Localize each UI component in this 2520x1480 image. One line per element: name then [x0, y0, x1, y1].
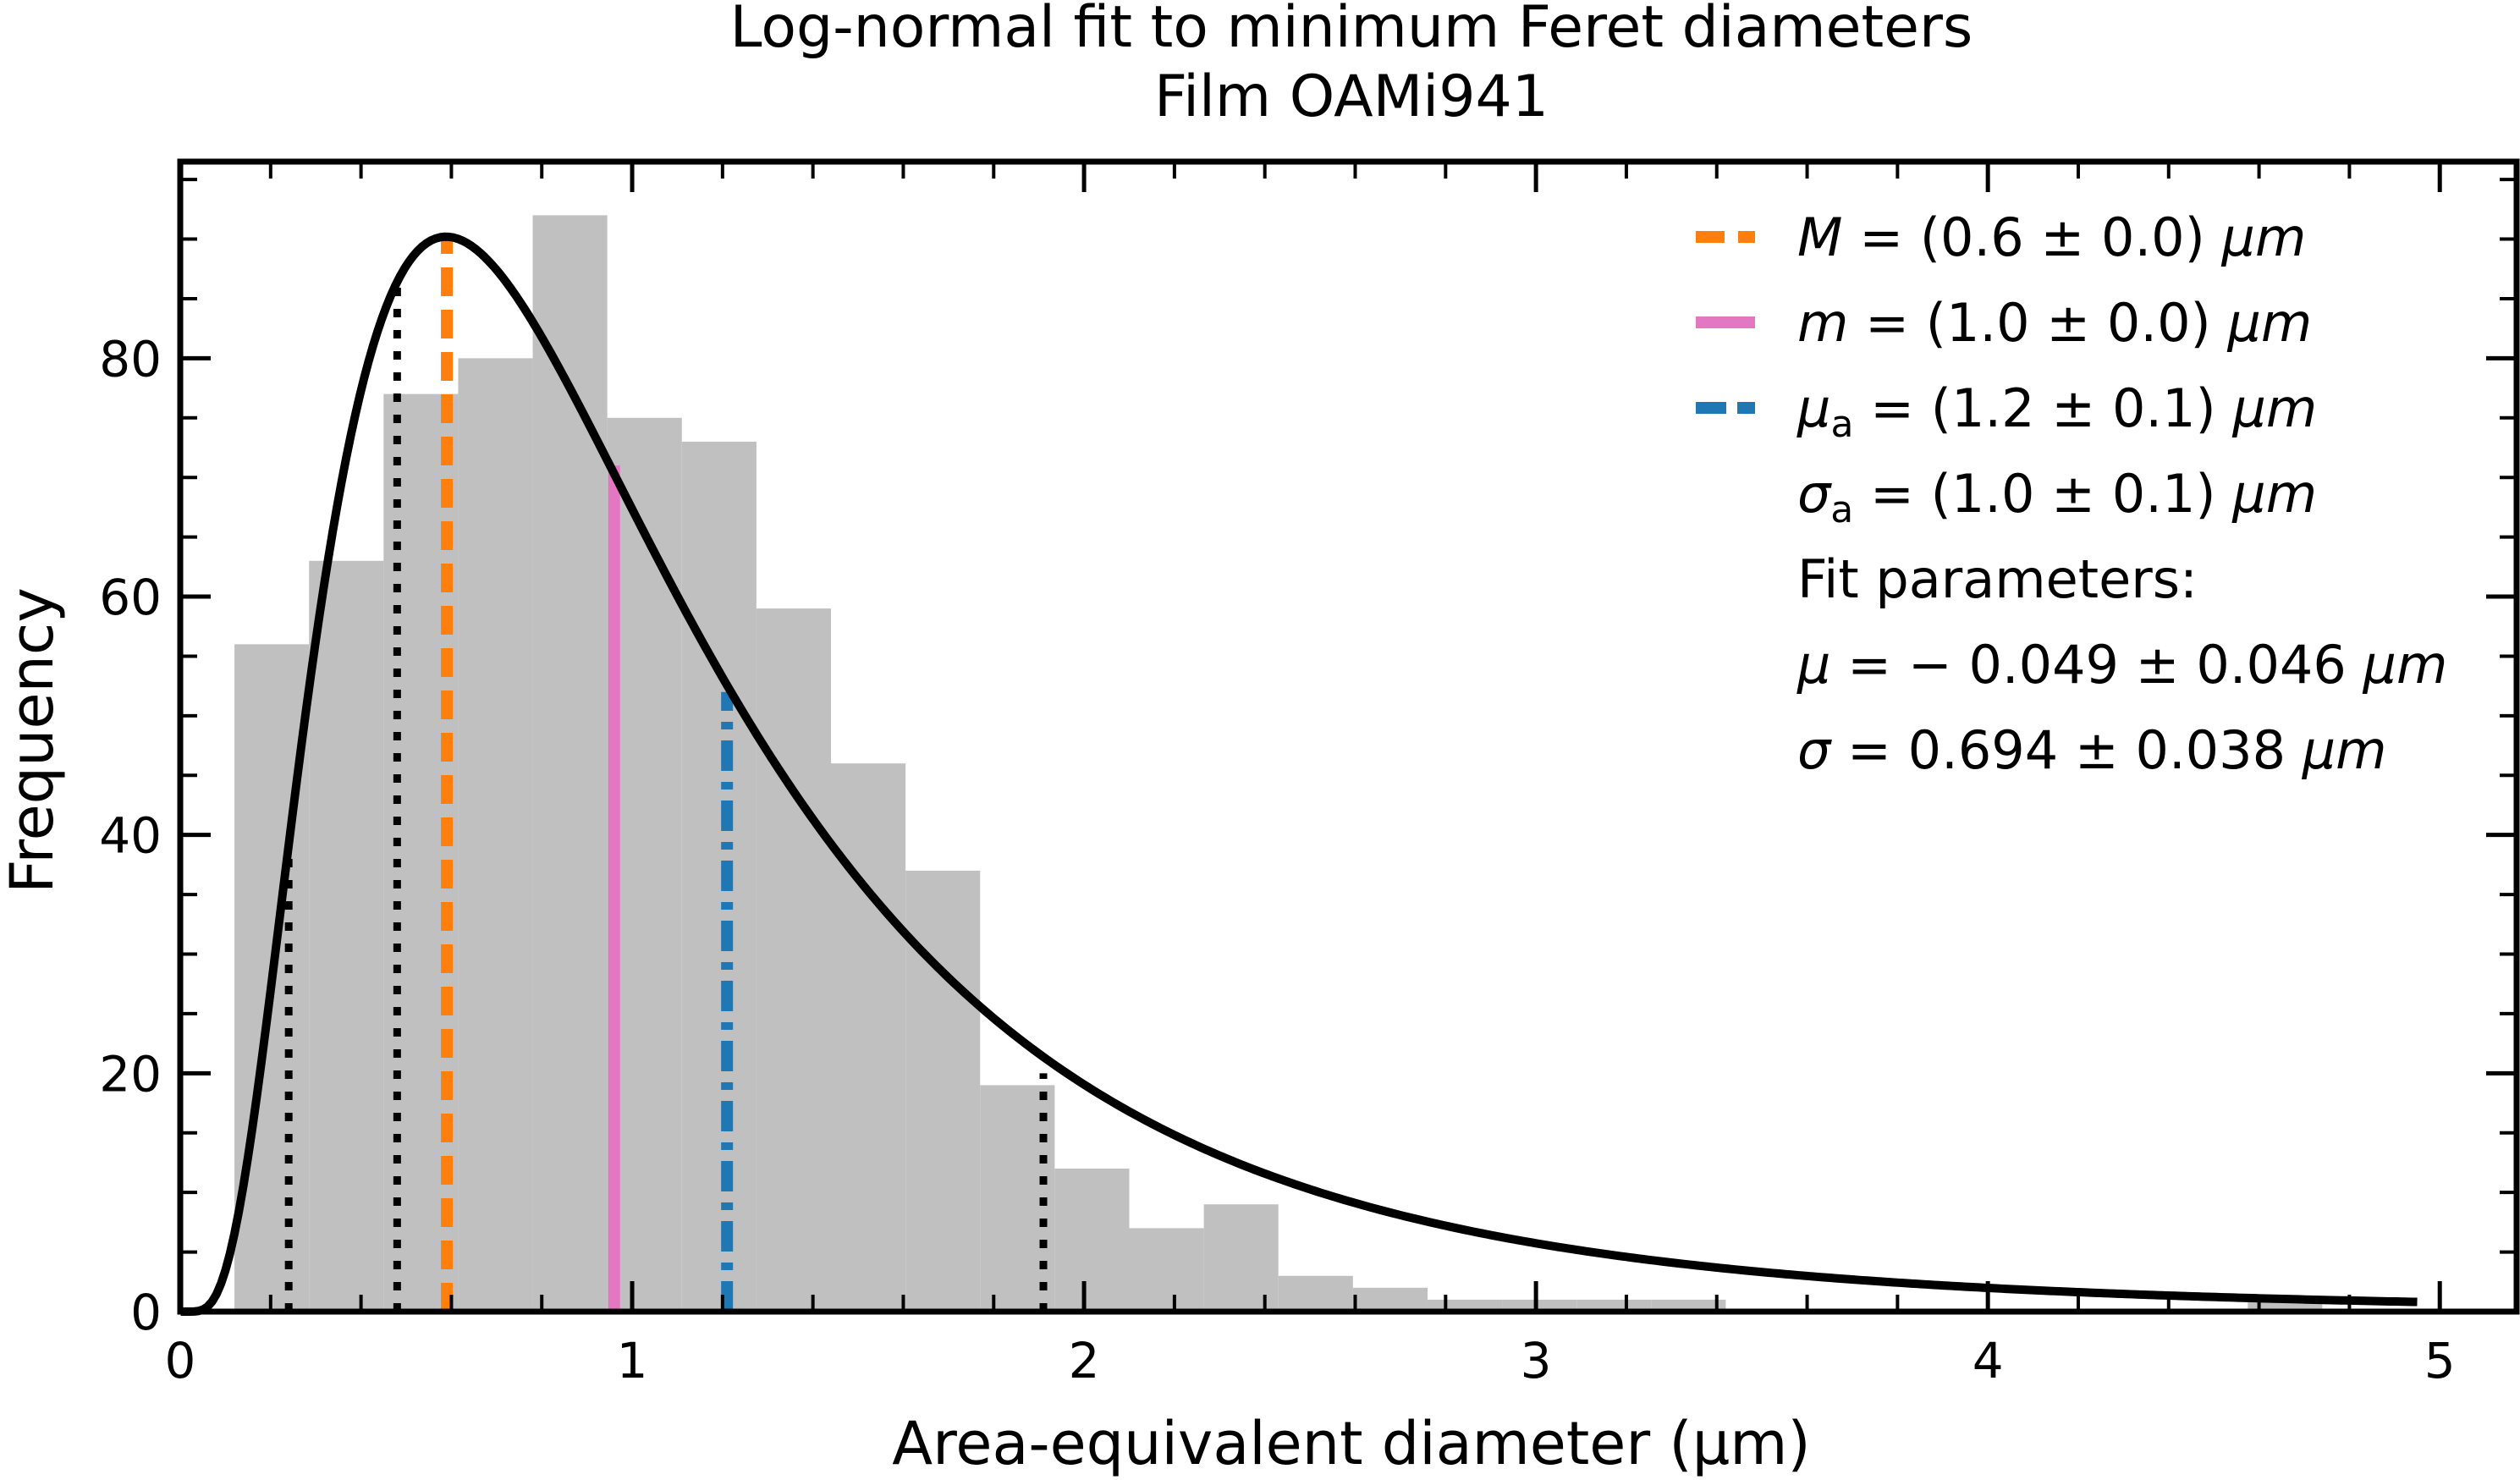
- legend-entry: μ = − 0.049 ± 0.046 μm: [1796, 634, 2447, 696]
- y-tick-label: 60: [99, 569, 162, 626]
- legend-entry: μa = (1.2 ± 0.1) μm: [1796, 377, 2317, 446]
- y-axis-label: Frequency: [0, 587, 67, 894]
- legend: M = (0.6 ± 0.0) μm m = (1.0 ± 0.0) μm μa =…: [1696, 206, 2447, 781]
- x-axis-label: Area-equivalent diameter (μm): [892, 1409, 1810, 1478]
- x-tick-label: 3: [1521, 1332, 1552, 1389]
- histogram-bar: [756, 608, 832, 1312]
- legend-entry: M = (0.6 ± 0.0) μm: [1797, 206, 2306, 268]
- histogram-bar: [309, 560, 384, 1312]
- y-tick-label: 0: [130, 1284, 162, 1341]
- histogram-bar: [1203, 1204, 1279, 1312]
- legend-entry: σ = 0.694 ± 0.038 μm: [1797, 719, 2387, 781]
- histogram-bar: [1278, 1275, 1353, 1312]
- x-tick-label: 0: [165, 1332, 196, 1389]
- y-tick-label: 80: [99, 330, 162, 388]
- histogram-bar: [1352, 1287, 1428, 1312]
- histogram-bar: [1576, 1299, 1652, 1312]
- chart-title: Log-normal fit to minimum Feret diameter…: [730, 0, 1973, 61]
- histogram-bar: [532, 215, 608, 1312]
- histogram-bar: [905, 870, 981, 1312]
- histogram-bar: [831, 763, 906, 1312]
- histogram-bar: [1651, 1299, 1726, 1312]
- plot-area: 0 1 2 3 4 5 0 20 40 60 80 M = (0.6 ± 0.0) μm m = (1.…: [99, 158, 2520, 1389]
- chart-subtitle: Film OAMi941: [1154, 63, 1549, 130]
- plot-frame: [177, 158, 2520, 1315]
- histogram-bar: [1502, 1299, 1577, 1312]
- y-tick-label: 20: [99, 1045, 162, 1103]
- histogram-bar: [681, 441, 757, 1312]
- x-tick-label: 1: [617, 1332, 648, 1389]
- legend-entry: m = (1.0 ± 0.0) μm: [1797, 292, 2312, 354]
- histogram-bar: [1054, 1169, 1130, 1312]
- x-tick-label: 5: [2424, 1332, 2456, 1389]
- histogram-bar: [1129, 1228, 1204, 1312]
- y-tick-label: 40: [99, 807, 162, 865]
- fit-parameters-header: Fit parameters:: [1797, 548, 2198, 610]
- fit-curve: [180, 232, 2418, 1316]
- x-tick-label: 4: [1973, 1332, 2004, 1389]
- x-tick-label: 2: [1069, 1332, 1100, 1389]
- legend-entry: σa = (1.0 ± 0.1) μm: [1797, 463, 2317, 531]
- histogram-bar: [458, 358, 533, 1312]
